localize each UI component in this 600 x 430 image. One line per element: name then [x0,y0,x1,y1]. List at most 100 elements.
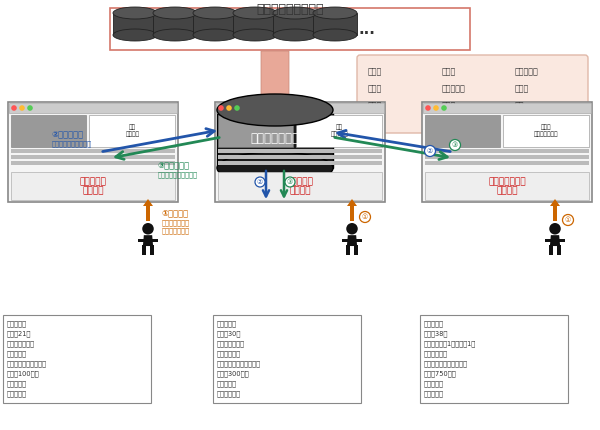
Bar [218,161,382,165]
Bar [193,13,237,35]
Bar [557,246,562,255]
Bar [3,315,151,403]
Text: 性別：女性: 性別：女性 [217,320,237,327]
Text: 家族で
ビーチリゾート: 家族で ビーチリゾート [534,125,559,137]
Text: ・興味: ・興味 [442,101,456,111]
Text: 出し分け: 出し分け [496,187,518,196]
Text: 関心による: 関心による [287,178,313,187]
Bar [420,315,568,403]
Circle shape [346,223,358,234]
Bar [11,155,175,159]
Bar [354,246,358,255]
Bar [11,149,175,153]
Bar [89,115,175,147]
Text: 性別：男性: 性別：男性 [7,320,27,327]
Bar [213,315,361,403]
Text: 年齢：38歳: 年齢：38歳 [424,330,448,337]
Bar [346,246,350,255]
Text: 関心：中国茶: 関心：中国茶 [217,390,241,396]
Text: 居住地域：狛江市在住: 居住地域：狛江市在住 [7,360,47,367]
Ellipse shape [233,29,277,41]
Circle shape [255,177,265,187]
Text: ・職業: ・職業 [368,85,382,93]
Text: 台湾
女子1人旅: 台湾 女子1人旅 [331,125,348,137]
Text: 家族構成による: 家族構成による [488,178,526,187]
Text: ページを閲覧）: ページを閲覧） [162,228,190,234]
Bar [296,115,382,147]
Circle shape [425,105,431,111]
Bar [425,161,589,165]
Text: ③: ③ [452,142,458,148]
Circle shape [218,105,224,111]
Ellipse shape [217,94,333,126]
FancyArrow shape [143,199,153,221]
Ellipse shape [217,152,333,184]
Text: 沖縄
学生旅行: 沖縄 学生旅行 [125,125,139,137]
Bar [217,110,333,168]
Text: 年収：100万円: 年収：100万円 [7,370,40,377]
Bar [425,149,589,153]
Text: 出し分け: 出し分け [82,187,104,196]
FancyArrow shape [252,51,298,136]
Text: 年齢：21歳: 年齢：21歳 [7,330,31,337]
Text: 職業：建設業: 職業：建設業 [424,350,448,356]
Bar [425,172,589,200]
Text: 趣味：旅行: 趣味：旅行 [424,380,444,387]
Circle shape [563,215,574,225]
Text: （外部サイトの: （外部サイトの [162,220,190,226]
Text: ・年齢: ・年齢 [442,68,456,77]
Ellipse shape [193,29,237,41]
Text: ②: ② [427,148,433,154]
Text: 家族構成：独身: 家族構成：独身 [217,340,245,347]
Text: 膨大な属性データ群: 膨大な属性データ群 [256,3,324,16]
Bar [423,103,591,113]
Circle shape [234,105,240,111]
Ellipse shape [273,7,317,19]
Polygon shape [550,235,560,246]
Bar [218,149,382,153]
Ellipse shape [113,7,157,19]
Text: 出し分け: 出し分け [289,187,311,196]
Bar [215,102,385,202]
Circle shape [19,105,25,111]
Circle shape [425,145,436,157]
Ellipse shape [233,7,277,19]
Text: ...: ... [359,22,376,37]
Ellipse shape [313,7,357,19]
Bar [422,102,592,202]
Bar [548,246,553,255]
Text: 性別：男性: 性別：男性 [424,320,444,327]
Circle shape [359,212,371,222]
Bar [216,103,384,113]
Text: 関心：家族: 関心：家族 [424,390,444,396]
Bar [9,103,177,113]
Text: ①アクセス: ①アクセス [162,209,189,218]
Ellipse shape [153,7,197,19]
Text: ②リクエスト: ②リクエスト [52,130,84,139]
Text: ・家族構成: ・家族構成 [515,68,539,77]
Text: など: など [515,101,524,111]
Ellipse shape [313,29,357,41]
Text: ・居住地域: ・居住地域 [442,85,466,93]
Text: 職業：会社員: 職業：会社員 [217,350,241,356]
Bar [11,161,175,165]
Circle shape [285,177,295,187]
Text: 年齢：30歳: 年齢：30歳 [217,330,241,337]
Text: 居住地域：神奈川県在住: 居住地域：神奈川県在住 [424,360,468,367]
Circle shape [142,223,154,234]
Ellipse shape [193,7,237,19]
Text: （コンテンツを取得）: （コンテンツを取得） [158,172,198,178]
Text: 趣味：旅行: 趣味：旅行 [7,380,27,387]
Circle shape [441,105,447,111]
Text: 家族構成：妻1人、子供1人: 家族構成：妻1人、子供1人 [424,340,476,347]
Bar [218,155,382,159]
Text: ・趣味: ・趣味 [368,101,382,111]
Bar [8,102,178,202]
Circle shape [549,223,561,234]
Text: ・性別: ・性別 [368,68,382,77]
FancyBboxPatch shape [357,55,588,133]
Bar [425,115,500,147]
Bar [113,13,157,35]
Bar [110,8,470,50]
Circle shape [27,105,33,111]
